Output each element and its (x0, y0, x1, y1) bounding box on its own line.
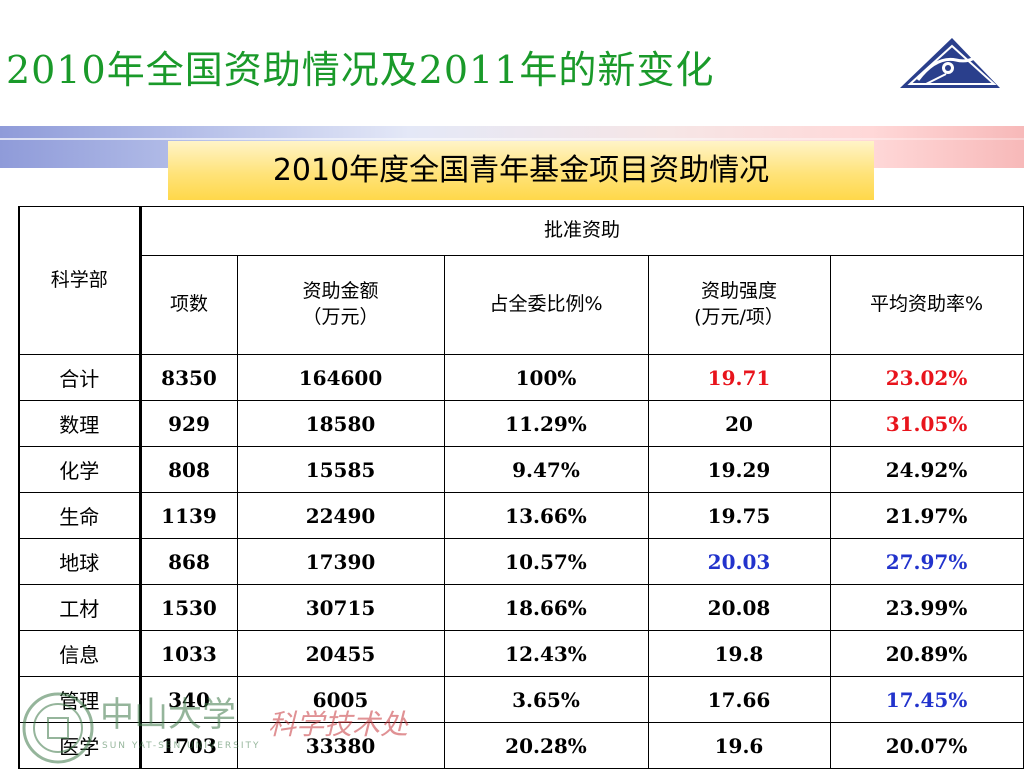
row-count: 340 (138, 676, 238, 723)
row-ratio: 13.66% (443, 492, 649, 539)
row-ratio: 11.29% (443, 400, 649, 447)
row-ratio: 18.66% (443, 584, 649, 631)
row-intensity: 20 (647, 400, 831, 447)
header-col-rate: 平均资助率% (829, 255, 1024, 355)
table-subtitle: 2010年度全国青年基金项目资助情况 (168, 141, 874, 200)
row-name: 管理 (18, 676, 141, 723)
header-col-count: 项数 (138, 255, 238, 355)
row-rate: 21.97% (829, 492, 1024, 539)
row-name: 化学 (18, 446, 141, 493)
row-intensity: 19.75 (647, 492, 831, 539)
row-count: 8350 (138, 354, 238, 401)
row-name: 医学 (18, 722, 141, 769)
row-amount: 30715 (236, 584, 445, 631)
table-row: 合计 8350 164600 100% 19.71 23.02% (18, 354, 1024, 401)
header-col-intensity-unit: (万元/项） (694, 306, 784, 328)
row-ratio: 12.43% (443, 630, 649, 677)
table-header-row-1: 科学部 批准资助 (18, 206, 1024, 355)
row-rate: 31.05% (829, 400, 1024, 447)
header-col-ratio: 占全委比例% (443, 255, 649, 355)
row-rate: 27.97% (829, 538, 1024, 585)
row-rate: 20.07% (829, 722, 1024, 769)
table-row: 化学 808 15585 9.47% 19.29 24.92% (18, 446, 1024, 493)
header-col-amount: 资助金额 （万元） (236, 255, 445, 355)
header-dept: 科学部 (18, 206, 141, 355)
header-col-count-label: 项数 (169, 293, 208, 316)
row-intensity: 19.8 (647, 630, 831, 677)
table-row: 地球 868 17390 10.57% 20.03 27.97% (18, 538, 1024, 585)
university-triangle-logo-icon (900, 38, 1000, 88)
row-amount: 33380 (236, 722, 445, 769)
row-amount: 17390 (236, 538, 445, 585)
row-rate: 24.92% (829, 446, 1024, 493)
row-rate: 23.99% (829, 584, 1024, 631)
header-col-amount-label: 资助金额 (302, 280, 379, 303)
row-rate: 23.02% (829, 354, 1024, 401)
header-group: 批准资助 (138, 206, 1024, 256)
table-row: 数理 929 18580 11.29% 20 31.05% (18, 400, 1024, 447)
row-intensity: 19.29 (647, 446, 831, 493)
row-ratio: 9.47% (443, 446, 649, 493)
header-col-intensity-label: 资助强度 (700, 280, 777, 303)
row-amount: 6005 (236, 676, 445, 723)
header-col-rate-label: 平均资助率% (869, 293, 984, 316)
row-rate: 17.45% (829, 676, 1024, 723)
row-amount: 15585 (236, 446, 445, 493)
row-amount: 18580 (236, 400, 445, 447)
row-name: 工材 (18, 584, 141, 631)
row-intensity: 20.08 (647, 584, 831, 631)
row-count: 929 (138, 400, 238, 447)
row-name: 合计 (18, 354, 141, 401)
header-col-amount-unit: （万元） (302, 306, 379, 328)
row-count: 808 (138, 446, 238, 493)
header-col-ratio-label: 占全委比例% (489, 293, 603, 316)
row-intensity: 20.03 (647, 538, 831, 585)
row-name: 地球 (18, 538, 141, 585)
table-row: 管理 340 6005 3.65% 17.66 17.45% (18, 676, 1024, 723)
table-row: 信息 1033 20455 12.43% 19.8 20.89% (18, 630, 1024, 677)
row-intensity: 17.66 (647, 676, 831, 723)
row-amount: 22490 (236, 492, 445, 539)
row-ratio: 3.65% (443, 676, 649, 723)
row-count: 1530 (138, 584, 238, 631)
row-amount: 20455 (236, 630, 445, 677)
table-row: 医学 1703 33380 20.28% 19.6 20.07% (18, 722, 1024, 769)
table-row: 生命 1139 22490 13.66% 19.75 21.97% (18, 492, 1024, 539)
row-amount: 164600 (236, 354, 445, 401)
row-count: 1703 (138, 722, 238, 769)
slide-title: 2010年全国资助情况及2011年的新变化 (6, 48, 715, 92)
row-intensity: 19.71 (647, 354, 831, 401)
funding-table: 科学部 批准资助 项数 资助金额 （万元） 占全委比例% 资助强度 (万元/项）… (18, 206, 1024, 769)
row-name: 生命 (18, 492, 141, 539)
table-row: 工材 1530 30715 18.66% 20.08 23.99% (18, 584, 1024, 631)
row-count: 868 (138, 538, 238, 585)
row-rate: 20.89% (829, 630, 1024, 677)
row-ratio: 20.28% (443, 722, 649, 769)
row-ratio: 10.57% (443, 538, 649, 585)
row-count: 1139 (138, 492, 238, 539)
row-intensity: 19.6 (647, 722, 831, 769)
header-col-intensity: 资助强度 (万元/项） (647, 255, 831, 355)
row-ratio: 100% (443, 354, 649, 401)
row-name: 信息 (18, 630, 141, 677)
row-name: 数理 (18, 400, 141, 447)
row-count: 1033 (138, 630, 238, 677)
table-header-row-2: 项数 资助金额 （万元） 占全委比例% 资助强度 (万元/项） 平均资助率% (19, 255, 1024, 355)
decorative-band-line (0, 138, 1024, 140)
